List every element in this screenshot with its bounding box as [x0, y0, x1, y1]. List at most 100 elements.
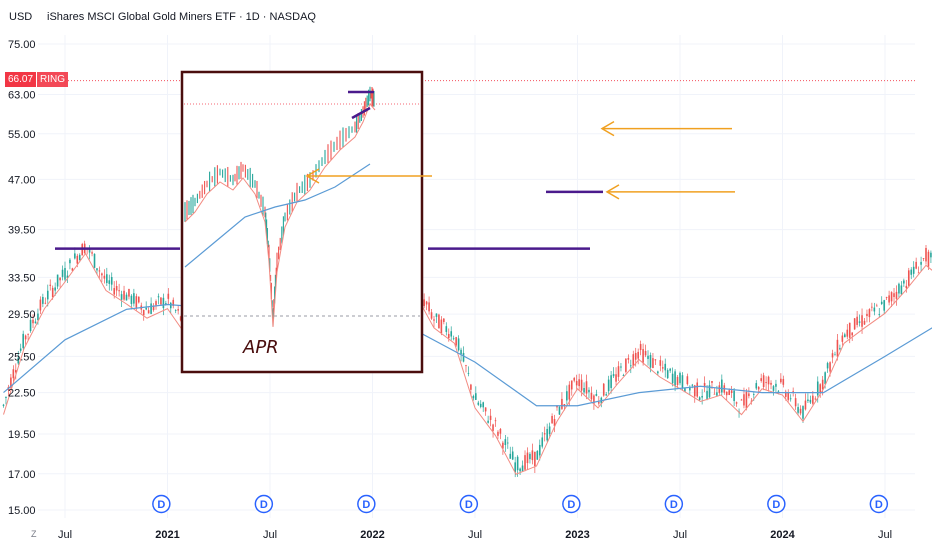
- candle-body: [10, 377, 12, 388]
- candle-body: [56, 274, 59, 287]
- candle-body: [920, 261, 922, 265]
- candle-body: [61, 269, 64, 277]
- candle-body: [179, 316, 182, 321]
- candle-body: [824, 372, 826, 384]
- candle-body: [462, 352, 465, 362]
- candle-body: [647, 355, 649, 359]
- candle-body: [5, 396, 7, 398]
- y-tick-label: 33.50: [8, 272, 36, 284]
- orange-arrow-head: [605, 184, 620, 200]
- candle-body: [511, 451, 514, 460]
- candle-body: [150, 303, 152, 314]
- candle-body: [477, 402, 480, 405]
- candle-body: [22, 333, 24, 348]
- candle-body: [17, 357, 20, 364]
- inset-slow-ma: [184, 163, 371, 268]
- candle-body: [607, 379, 610, 392]
- dividend-marker-circle: [664, 494, 684, 514]
- candle-body: [152, 305, 155, 311]
- candle-body: [839, 348, 841, 350]
- candle-body: [858, 321, 861, 323]
- candle-body: [433, 319, 435, 321]
- candle-body: [602, 383, 605, 396]
- candle-body: [794, 398, 797, 407]
- candle-body: [927, 251, 930, 267]
- candle-body: [888, 295, 890, 303]
- candle-body: [691, 384, 694, 386]
- candle-body: [504, 439, 507, 446]
- candle-body: [922, 258, 925, 259]
- y-tick-label: 25.50: [8, 351, 36, 363]
- candle-body: [103, 275, 106, 279]
- candle-body: [807, 399, 809, 402]
- candle-body: [455, 337, 457, 346]
- candle-body: [64, 268, 66, 280]
- candle-body: [907, 270, 910, 286]
- candle-body: [730, 390, 733, 393]
- candle-body: [642, 349, 644, 363]
- candle-body: [610, 375, 612, 388]
- candle-body: [772, 386, 775, 391]
- candle-body: [851, 332, 853, 336]
- dividend-marker-circle: [254, 494, 274, 514]
- candle-body: [24, 335, 27, 340]
- candle-body: [423, 299, 425, 307]
- price-axis[interactable]: 75.00 63.00 55.00 47.00 39.50 33.50 29.50 25.50…: [8, 39, 36, 517]
- candle-body: [615, 374, 617, 382]
- candle-body: [863, 320, 866, 325]
- candle-body: [531, 450, 534, 461]
- candle-body: [740, 399, 743, 401]
- candle-body: [895, 291, 898, 299]
- dividend-marker-letter: D: [260, 499, 268, 511]
- candle-body: [162, 297, 165, 309]
- candle-body: [147, 310, 150, 314]
- candle-body: [585, 381, 588, 394]
- candle-body: [627, 357, 630, 360]
- dividend-marker-letter: D: [670, 499, 678, 511]
- candle-body: [733, 390, 735, 402]
- inset-frame: [180, 70, 424, 374]
- candle-body: [664, 363, 667, 371]
- time-axis[interactable]: Jul2021Jul2022Jul2023Jul2024Jul2025Jul20…: [58, 529, 932, 541]
- candle-body: [784, 391, 787, 397]
- candle-body: [681, 375, 684, 388]
- candle-body: [450, 331, 453, 337]
- candle-body: [713, 393, 716, 395]
- candle-body: [622, 375, 625, 376]
- dividend-marker-circle: [152, 494, 171, 514]
- candle-body: [777, 390, 780, 392]
- candle-body: [910, 269, 913, 275]
- candle-body: [890, 292, 893, 302]
- candle-body: [787, 391, 790, 400]
- candle-body: [430, 312, 433, 319]
- dividend-marker-letter: D: [465, 499, 473, 511]
- candle-body: [632, 354, 635, 366]
- candle-body: [812, 395, 814, 404]
- candle-body: [917, 272, 920, 274]
- candle-body: [59, 277, 61, 281]
- candle-body: [659, 360, 662, 366]
- candle-body: [639, 344, 642, 351]
- candle-body: [538, 444, 541, 456]
- candle-body: [689, 387, 691, 391]
- candle-body: [605, 394, 607, 396]
- candle-body: [696, 382, 699, 397]
- candle-body: [172, 299, 175, 306]
- candle-body: [118, 290, 120, 292]
- y-tick-label: 55.00: [8, 129, 36, 141]
- candle-body: [526, 452, 529, 464]
- dividend-marker-circle: [869, 494, 889, 514]
- zoom-icon[interactable]: Z: [31, 529, 37, 539]
- candle-body: [108, 280, 111, 284]
- candle-body: [42, 296, 44, 304]
- chart-grid: [38, 35, 915, 518]
- chart-title: iShares MSCI Global Gold Miners ETF · 1D…: [47, 11, 316, 23]
- candle-body: [514, 462, 516, 473]
- candle-body: [568, 384, 571, 400]
- candle-body: [566, 391, 568, 401]
- candle-body: [735, 402, 738, 404]
- candle-body: [848, 322, 851, 338]
- candle-body: [54, 287, 56, 291]
- candle-body: [457, 338, 460, 351]
